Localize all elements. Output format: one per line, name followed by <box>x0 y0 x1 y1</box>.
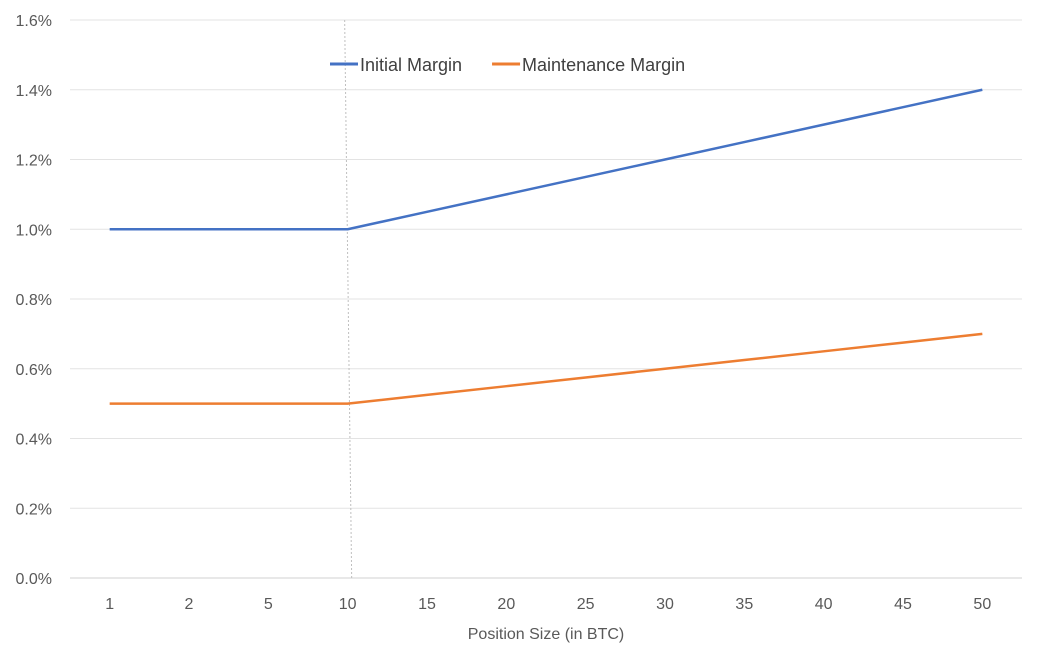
x-tick-label: 20 <box>497 596 515 613</box>
y-tick-label: 1.4% <box>16 83 52 100</box>
legend: Initial Margin Maintenance Margin <box>330 55 685 75</box>
gridlines <box>70 19 1022 579</box>
y-axis-tick-labels: 0.0% 0.2% 0.4% 0.6% 0.8% 1.0% 1.2% 1.4% 1.6% <box>16 13 52 588</box>
y-tick-label: 1.2% <box>16 153 52 170</box>
legend-label: Initial Margin <box>360 55 462 75</box>
x-tick-label: 5 <box>264 596 273 613</box>
y-tick-label: 0.8% <box>16 292 52 309</box>
reference-marker-line <box>344 19 353 579</box>
x-axis-title: Position Size (in BTC) <box>468 626 625 643</box>
y-tick-label: 1.0% <box>16 222 52 239</box>
x-tick-label: 10 <box>339 596 357 613</box>
y-tick-label: 0.0% <box>16 571 52 588</box>
series-line-maintenance-margin <box>109 332 983 405</box>
y-tick-label: 0.2% <box>16 501 52 518</box>
x-tick-label: 1 <box>105 596 114 613</box>
x-tick-label: 25 <box>577 596 595 613</box>
x-tick-label: 50 <box>973 596 991 613</box>
x-tick-label: 30 <box>656 596 674 613</box>
x-tick-label: 40 <box>815 596 833 613</box>
x-tick-label: 45 <box>894 596 912 613</box>
x-axis-tick-labels: 1 2 5 10 15 20 25 30 35 40 45 50 <box>105 596 991 613</box>
x-tick-label: 15 <box>418 596 436 613</box>
series-line-initial-margin <box>109 88 983 231</box>
y-tick-label: 0.4% <box>16 432 52 449</box>
x-tick-label: 35 <box>735 596 753 613</box>
x-tick-label: 2 <box>185 596 194 613</box>
series-lines <box>109 88 983 405</box>
y-tick-label: 0.6% <box>16 362 52 379</box>
y-tick-label: 1.6% <box>16 13 52 30</box>
legend-label: Maintenance Margin <box>522 55 685 75</box>
